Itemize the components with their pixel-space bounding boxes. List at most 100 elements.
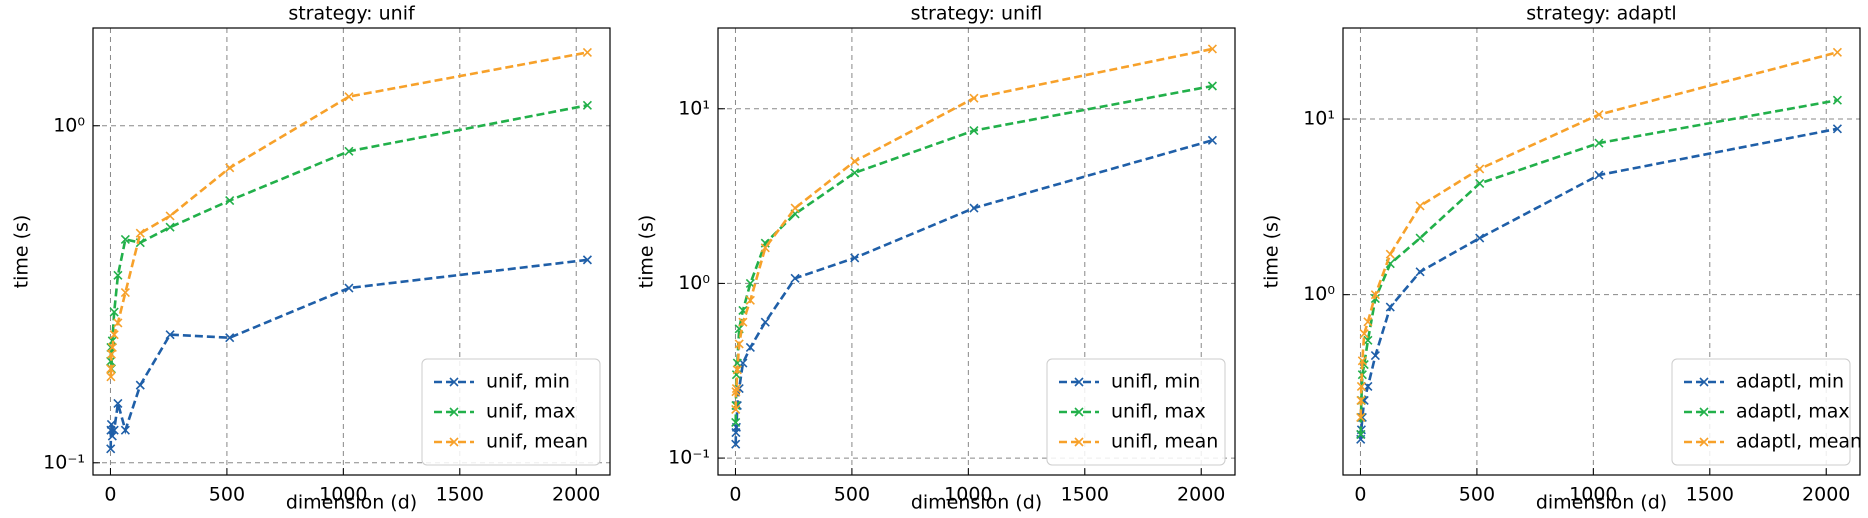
marker xyxy=(1475,233,1485,243)
x-axis-label: dimension (d) xyxy=(286,492,417,514)
marker xyxy=(790,273,800,283)
marker xyxy=(109,425,119,435)
plot-frame xyxy=(1342,27,1861,476)
marker xyxy=(745,342,755,353)
legend-label: adaptl, mean xyxy=(1736,431,1862,453)
legend-box xyxy=(421,358,601,466)
marker xyxy=(120,425,130,435)
y-tick-label: 10⁰ xyxy=(1303,283,1335,305)
marker xyxy=(1385,249,1395,259)
marker xyxy=(738,317,748,327)
y-tick-label: 10⁰ xyxy=(53,114,85,136)
x-axis-label: dimension (d) xyxy=(911,492,1042,514)
x-tick-label: 1500 xyxy=(1686,484,1734,506)
y-tick-label: 10⁻¹ xyxy=(668,447,710,469)
marker xyxy=(135,228,145,238)
legend-marker xyxy=(1074,437,1084,447)
marker xyxy=(1415,267,1425,277)
legend-marker xyxy=(1699,377,1709,387)
plot-frame xyxy=(92,27,611,476)
marker xyxy=(1356,381,1366,392)
marker xyxy=(113,270,123,280)
y-tick-label: 10¹ xyxy=(678,97,710,119)
marker xyxy=(1594,138,1604,148)
x-tick-label: 0 xyxy=(729,484,741,506)
marker xyxy=(106,372,116,382)
x-tick-label: 500 xyxy=(1459,484,1495,506)
marker xyxy=(760,243,770,253)
marker xyxy=(731,384,741,394)
marker xyxy=(107,431,117,441)
legend-marker xyxy=(1699,437,1709,447)
legend-box xyxy=(1046,358,1226,466)
legend-marker xyxy=(1074,377,1084,387)
y-tick-label: 10¹ xyxy=(1303,108,1335,130)
y-axis-label: time (s) xyxy=(636,215,658,289)
marker xyxy=(1356,395,1366,405)
legend-label: unif, min xyxy=(486,371,570,393)
panel: 0 500 1000 1500 2000 10⁻¹ 10⁰ strategy: unif dim… xyxy=(11,3,611,514)
marker xyxy=(1475,164,1485,174)
marker xyxy=(969,93,979,103)
marker xyxy=(969,126,979,136)
marker xyxy=(1594,170,1604,180)
x-tick-label: 0 xyxy=(104,484,116,506)
y-axis-label: time (s) xyxy=(1261,215,1283,289)
x-tick-label: 1000 xyxy=(944,484,992,506)
marker xyxy=(745,278,755,288)
marker xyxy=(106,419,116,429)
x-tick-label: 2000 xyxy=(552,484,600,506)
chart-title: strategy: unifl xyxy=(911,3,1043,25)
marker xyxy=(1370,290,1380,300)
legend-marker xyxy=(1699,407,1709,417)
marker xyxy=(850,253,860,263)
legend-label: unifl, max xyxy=(1111,401,1206,423)
marker xyxy=(113,318,123,328)
series-line xyxy=(734,47,1213,410)
marker xyxy=(1832,124,1842,134)
marker xyxy=(165,330,175,340)
legend-marker xyxy=(1074,407,1084,417)
x-axis-label: dimension (d) xyxy=(1536,492,1667,514)
marker xyxy=(344,283,354,293)
marker xyxy=(109,307,119,317)
marker xyxy=(745,295,755,305)
marker xyxy=(1475,178,1485,188)
marker xyxy=(1363,335,1373,345)
legend-label: unif, mean xyxy=(486,431,588,453)
marker xyxy=(109,330,119,340)
y-tick-label: 10⁻¹ xyxy=(43,451,85,473)
marker xyxy=(225,195,235,206)
marker xyxy=(731,387,741,397)
series-line xyxy=(109,51,588,377)
panel: 0 500 1000 1500 2000 10⁰ 10¹ strategy: adaptl di… xyxy=(1261,3,1863,514)
marker xyxy=(760,317,770,327)
marker xyxy=(344,92,354,102)
panel: 0 500 1000 1500 2000 10⁻¹ 10⁰ 10¹ strategy: unif… xyxy=(636,3,1236,514)
marker xyxy=(106,364,116,374)
marker xyxy=(1370,351,1380,361)
x-tick-label: 1500 xyxy=(1061,484,1109,506)
marker xyxy=(1363,317,1373,327)
x-tick-label: 2000 xyxy=(1177,484,1225,506)
series-line xyxy=(109,104,588,369)
marker xyxy=(1357,356,1367,366)
marker xyxy=(106,444,116,454)
legend-box xyxy=(1671,358,1851,466)
marker xyxy=(732,365,742,375)
marker xyxy=(344,146,354,156)
legend-label: unifl, mean xyxy=(1111,431,1218,453)
series-line xyxy=(1359,51,1838,418)
marker xyxy=(1356,429,1366,440)
marker xyxy=(120,234,130,244)
marker xyxy=(120,287,130,298)
marker xyxy=(1594,110,1604,120)
marker xyxy=(731,404,741,414)
marker xyxy=(850,168,860,178)
y-axis-label: time (s) xyxy=(11,215,33,289)
x-tick-label: 0 xyxy=(1354,484,1366,506)
marker xyxy=(1356,412,1366,422)
marker xyxy=(165,222,175,232)
x-tick-label: 1500 xyxy=(436,484,484,506)
marker xyxy=(225,333,235,343)
